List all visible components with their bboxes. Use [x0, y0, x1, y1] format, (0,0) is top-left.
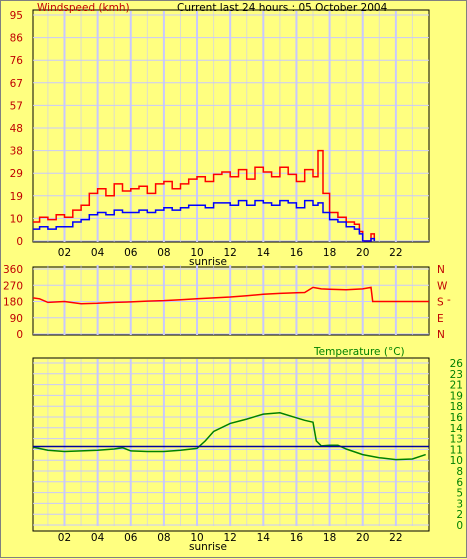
y-tick-label: 19 — [10, 191, 23, 203]
compass-dash: - — [447, 294, 451, 306]
y-tick-label: 90 — [10, 313, 23, 325]
y-tick-label: 0 — [16, 329, 23, 341]
y-tick-label: 180 — [3, 297, 23, 309]
x-tick-label: 20 — [356, 247, 369, 259]
compass-label: W — [437, 280, 448, 292]
x-tick-label: 16 — [290, 247, 304, 259]
temp-sunrise-label: sunrise — [189, 541, 227, 553]
x-tick-label: 18 — [323, 532, 336, 544]
x-tick-label: 22 — [389, 247, 402, 259]
y-tick-label: 29 — [10, 168, 23, 180]
y-tick-label: 95 — [10, 10, 23, 22]
wind-y-label: Windspeed (kmh) — [37, 2, 130, 14]
y-tick-label: 10 — [10, 213, 23, 225]
compass-label: N — [437, 264, 445, 276]
y-tick-label: 67 — [10, 78, 23, 90]
x-tick-label: 02 — [58, 532, 71, 544]
wind-y-ticks: 0 10 19 29 38 48 57 67 76 86 95 — [10, 10, 24, 248]
y-tick-label: 38 — [10, 146, 23, 158]
compass-label: S — [437, 297, 444, 309]
y-tick-label: 0 — [16, 236, 23, 248]
wind-sunrise-label: sunrise — [189, 256, 227, 268]
y-tick-label: 0 — [456, 520, 463, 532]
compass-label: E — [437, 313, 444, 325]
x-tick-label: 04 — [91, 532, 105, 544]
temperature-title: Temperature (°C) — [313, 346, 405, 358]
x-tick-label: 08 — [157, 247, 170, 259]
y-tick-label: 270 — [3, 280, 23, 292]
direction-y-ticks: 360 270 180 90 0 — [3, 264, 23, 341]
x-tick-label: 22 — [389, 532, 402, 544]
y-tick-label: 48 — [10, 123, 23, 135]
x-tick-label: 14 — [257, 532, 271, 544]
x-tick-label: 18 — [323, 247, 336, 259]
compass-label: N — [437, 329, 445, 341]
y-tick-label: 86 — [10, 33, 24, 45]
x-tick-label: 04 — [91, 247, 105, 259]
y-tick-label: 360 — [3, 264, 23, 276]
chart-title: Current last 24 hours : 05 October 2004 — [177, 2, 388, 14]
x-tick-label: 08 — [157, 532, 170, 544]
x-tick-label: 02 — [58, 247, 71, 259]
y-tick-label: 57 — [10, 100, 23, 112]
x-tick-label: 16 — [290, 532, 304, 544]
x-tick-label: 06 — [124, 247, 138, 259]
x-tick-label: 20 — [356, 532, 369, 544]
x-tick-label: 14 — [257, 247, 271, 259]
x-tick-label: 06 — [124, 532, 138, 544]
y-tick-label: 76 — [10, 55, 24, 67]
